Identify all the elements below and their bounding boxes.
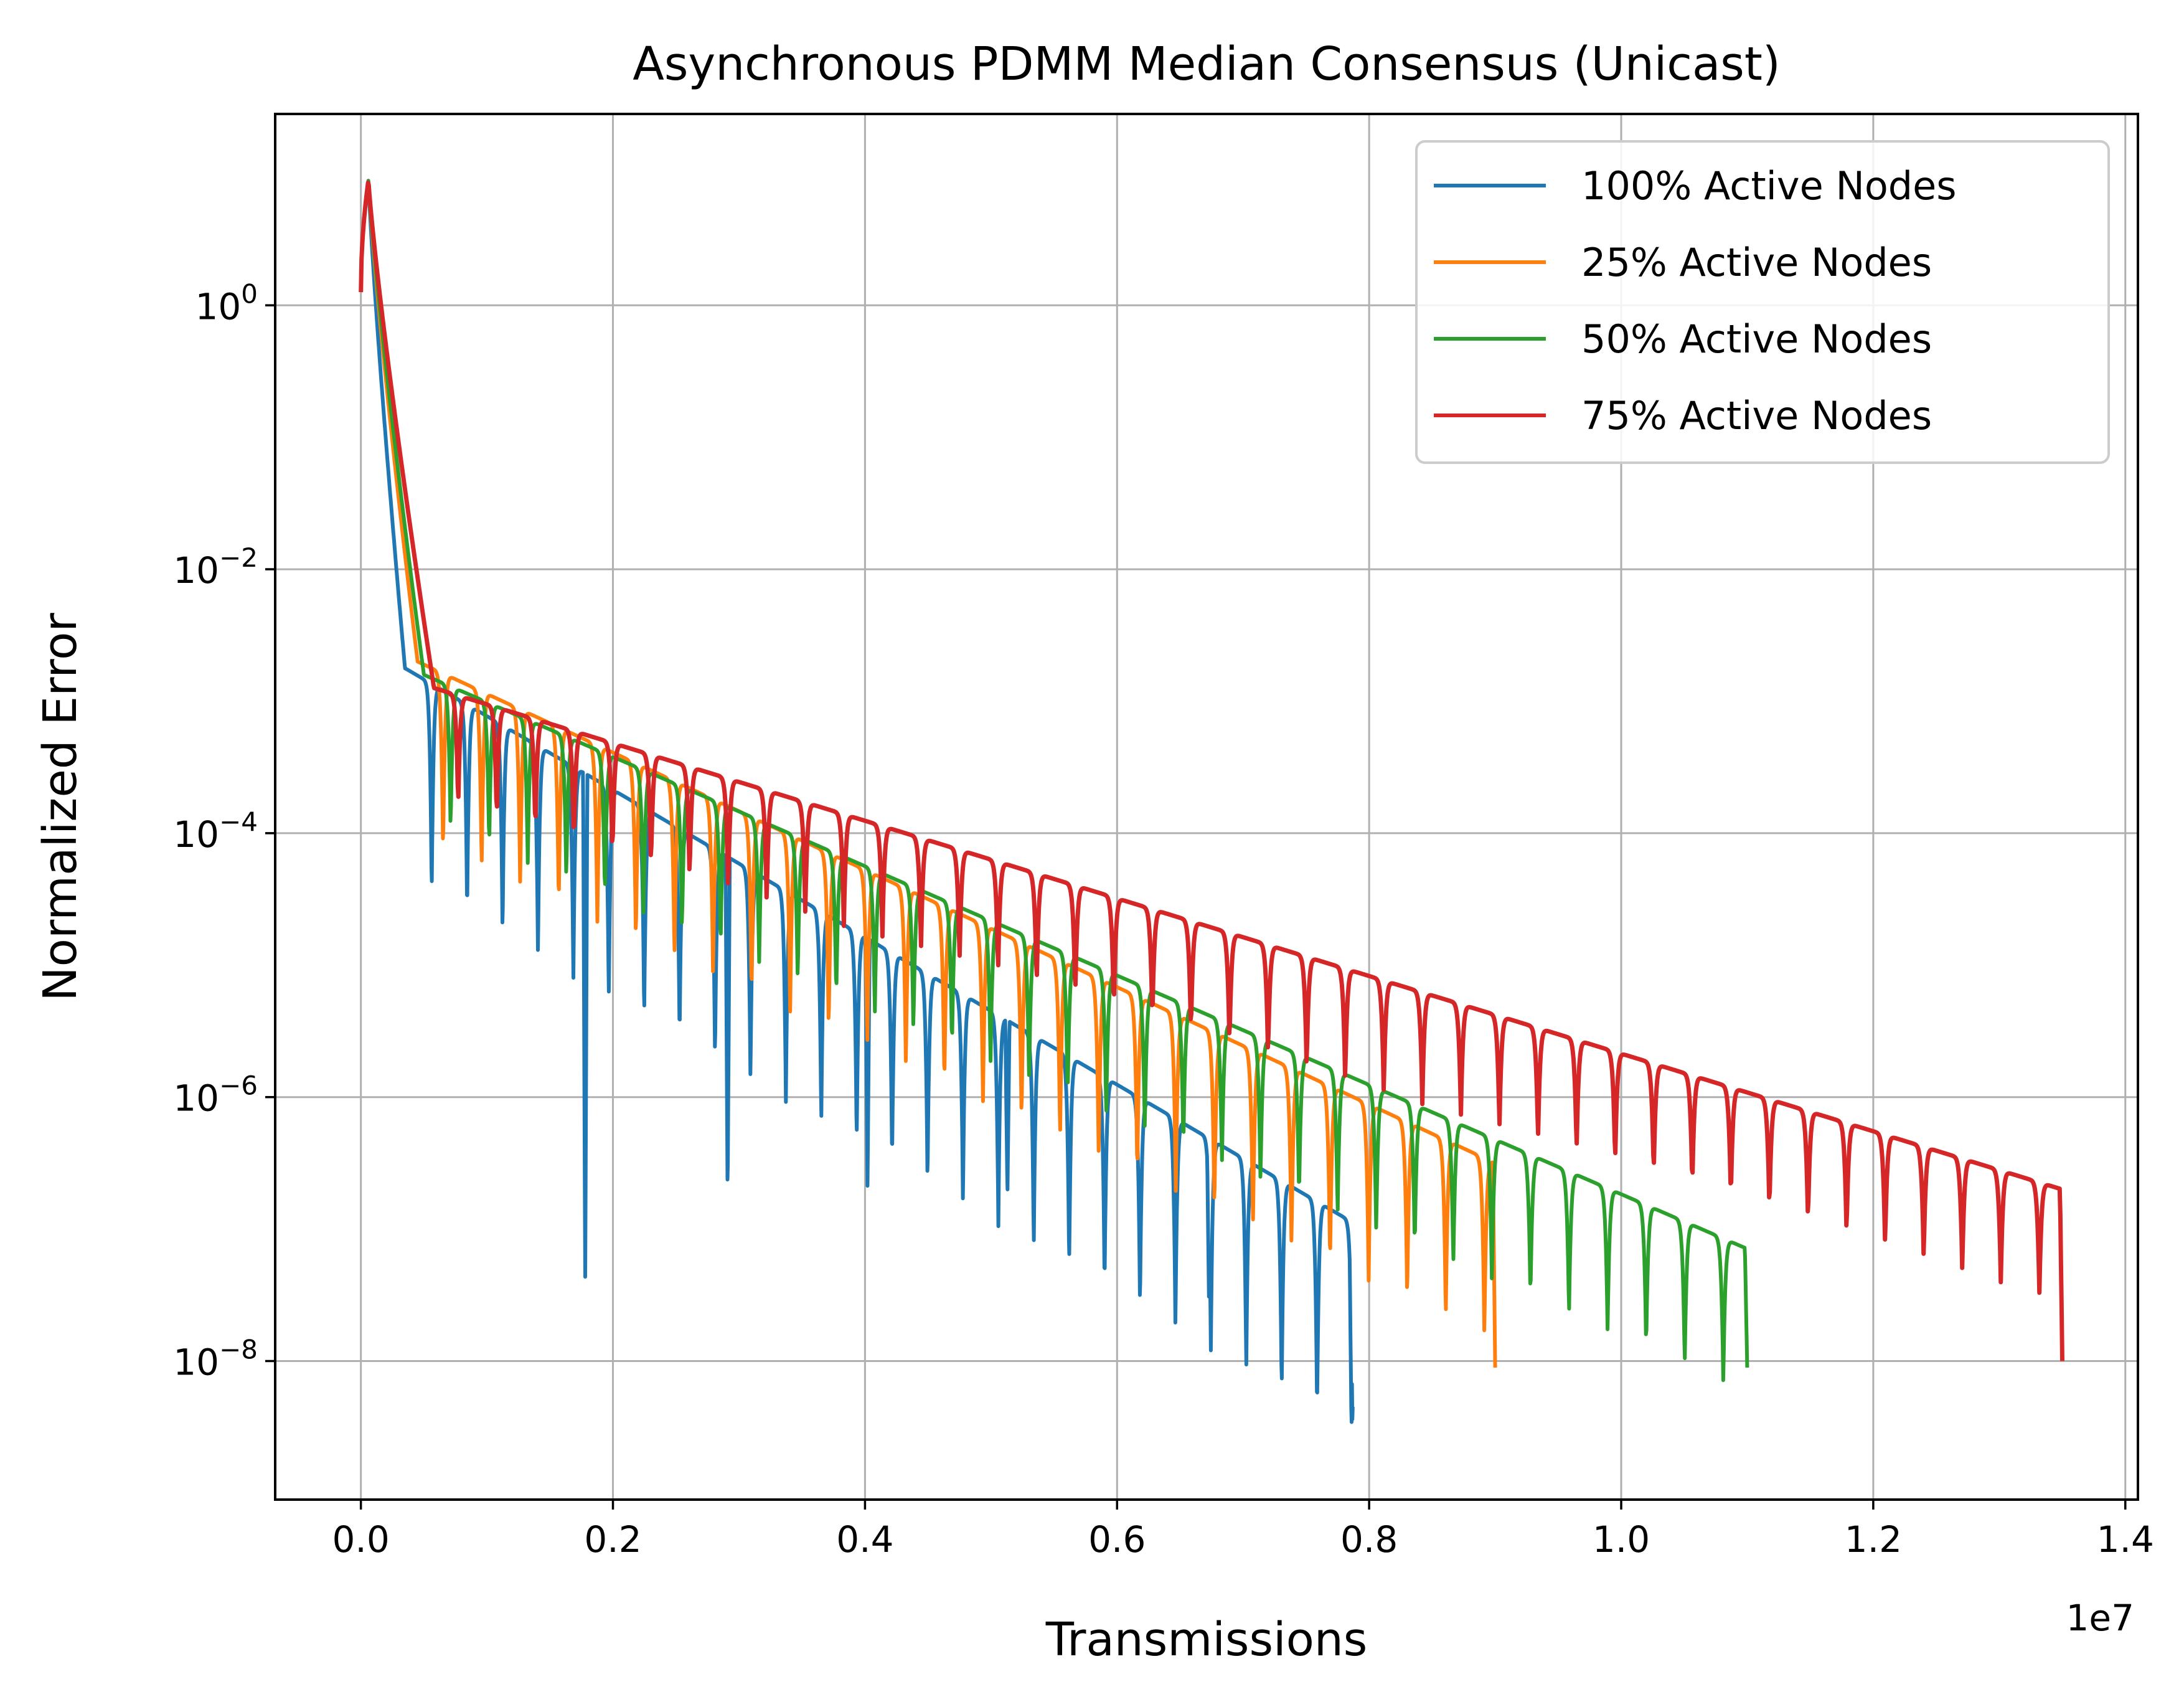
x-axis-label: Transmissions xyxy=(1045,1613,1368,1667)
y-tick-label: 10−4 xyxy=(173,806,258,856)
y-tick-label: 100 xyxy=(195,278,258,328)
legend-label: 75% Active Nodes xyxy=(1581,393,1932,438)
x-tick-label: 1.0 xyxy=(1593,1518,1650,1561)
chart-title: Asynchronous PDMM Median Consensus (Unic… xyxy=(633,37,1781,91)
y-tick-label: 10−2 xyxy=(173,542,258,592)
y-tick-label: 10−6 xyxy=(173,1071,258,1120)
y-axis-label: Normalized Error xyxy=(34,613,87,1001)
legend-frame xyxy=(1415,140,2110,464)
x-tick-label: 0.6 xyxy=(1088,1518,1146,1561)
y-tick-label: 10−8 xyxy=(173,1335,258,1384)
x-tick-label: 1.4 xyxy=(2097,1518,2154,1561)
legend-label: 50% Active Nodes xyxy=(1581,316,1932,362)
x-tick-label: 0.8 xyxy=(1340,1518,1398,1561)
series-line-3 xyxy=(359,179,1749,1383)
legend-label: 25% Active Nodes xyxy=(1581,240,1932,285)
series-line-1 xyxy=(359,180,1355,1424)
ticks: 0.0 0.2 0.4 0.6 0.8 1.0 1.2 1.4 100 10−2 10−4 10−6 1… xyxy=(173,278,2154,1561)
plot-frame xyxy=(274,113,2139,1501)
legend-label: 100% Active Nodes xyxy=(1581,163,1957,209)
x-tick-label: 0.2 xyxy=(584,1518,641,1561)
x-axis-offset-text: 1e7 xyxy=(2066,1597,2135,1639)
x-tick-label: 0.4 xyxy=(836,1518,893,1561)
series-line-4 xyxy=(359,180,2064,1361)
x-tick-label: 0.0 xyxy=(332,1518,390,1561)
series-layer xyxy=(359,179,2064,1424)
legend: 100% Active Nodes 25% Active Nodes 50% Act… xyxy=(1415,140,2110,464)
x-tick-label: 1.2 xyxy=(1845,1518,1902,1561)
